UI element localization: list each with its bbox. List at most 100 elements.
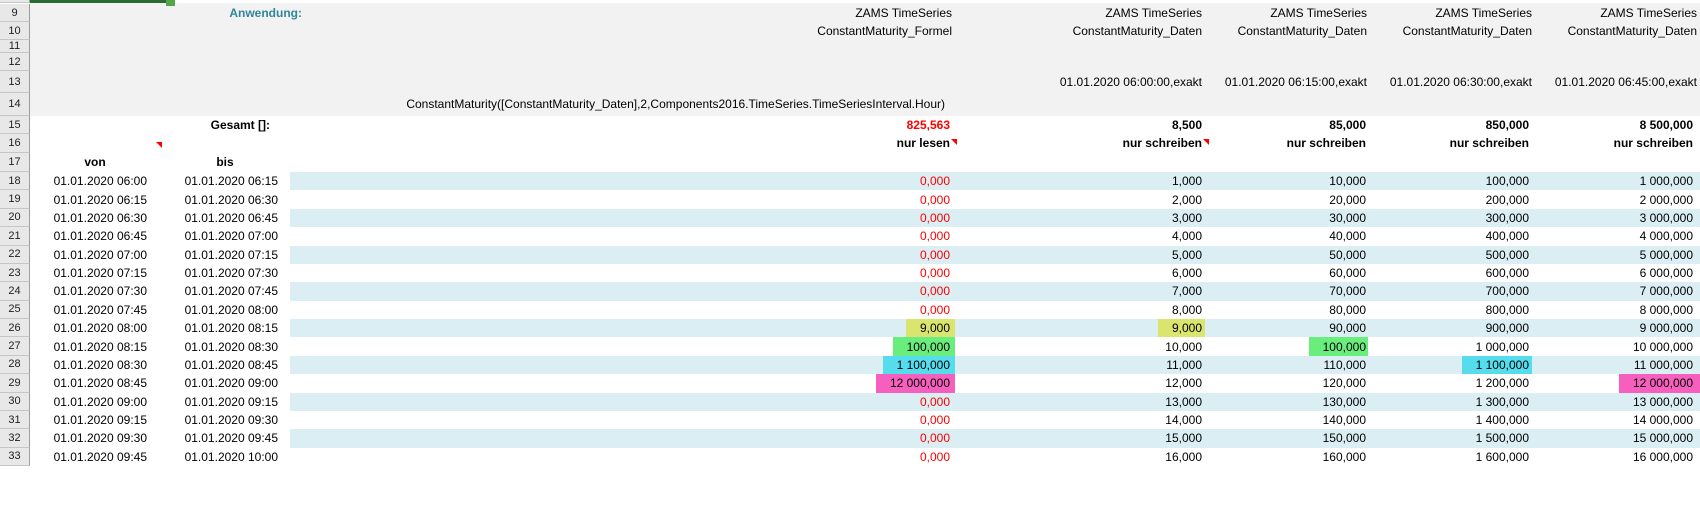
- cell-bis-r24[interactable]: 01.01.2020 07:45: [148, 282, 290, 300]
- row-header-21[interactable]: 21: [0, 227, 30, 246]
- row-header-10[interactable]: 10: [0, 22, 30, 40]
- cell-bis-r18[interactable]: 01.01.2020 06:15: [148, 172, 290, 190]
- cell-g-r23[interactable]: 6 000,000: [1532, 264, 1700, 282]
- col-G-timestamp[interactable]: 01.01.2020 06:45:00,exakt: [1554, 75, 1697, 89]
- cell-c-r30[interactable]: 0,000: [290, 392, 955, 411]
- cell-f-r25[interactable]: 800,000: [1368, 301, 1532, 319]
- col-C-title-line2[interactable]: ConstantMaturity_Formel: [817, 24, 952, 38]
- cell-d-r32[interactable]: 15,000: [955, 429, 1205, 448]
- cell-e-r22[interactable]: 50,000: [1205, 245, 1368, 264]
- cell-d-r25[interactable]: 8,000: [955, 301, 1205, 319]
- cell-c-r31[interactable]: 0,000: [290, 411, 955, 429]
- row-header-22[interactable]: 22: [0, 245, 30, 264]
- row-header-30[interactable]: 30: [0, 392, 30, 411]
- col-E-total[interactable]: 85,000: [1329, 118, 1366, 132]
- cell-d-r29[interactable]: 12,000: [955, 374, 1205, 392]
- cell-f-r29[interactable]: 1 200,000: [1368, 374, 1532, 392]
- col-E-timestamp[interactable]: 01.01.2020 06:15:00,exakt: [1224, 75, 1367, 89]
- cell-d-r22[interactable]: 5,000: [955, 245, 1205, 264]
- cell-bis-r20[interactable]: 01.01.2020 06:45: [148, 209, 290, 227]
- row-header-23[interactable]: 23: [0, 263, 30, 283]
- cell-g-r24[interactable]: 7 000,000: [1532, 282, 1700, 301]
- cell-d-r18[interactable]: 1,000: [955, 172, 1205, 191]
- cell-c-r29[interactable]: 12 000,000: [290, 374, 955, 393]
- cell-c-r33[interactable]: 0,000: [290, 448, 955, 466]
- col-F-access-mode[interactable]: nur schreiben: [1449, 136, 1529, 150]
- cell-c-r27[interactable]: 100,000: [290, 337, 955, 356]
- row-header-33[interactable]: 33: [0, 447, 30, 466]
- cell-von-r18[interactable]: 01.01.2020 06:00: [30, 172, 148, 190]
- cell-e-r20[interactable]: 30,000: [1205, 208, 1368, 228]
- cell-c-r28[interactable]: 1 100,000: [290, 355, 955, 375]
- cell-f-r33[interactable]: 1 600,000: [1368, 448, 1532, 466]
- row-header-31[interactable]: 31: [0, 410, 30, 430]
- cell-e-r26[interactable]: 90,000: [1205, 319, 1368, 338]
- row-header-16[interactable]: 16: [0, 134, 30, 153]
- cell-c-r23[interactable]: 0,000: [290, 264, 955, 282]
- cell-g-r20[interactable]: 3 000,000: [1532, 208, 1700, 228]
- row-header-17[interactable]: 17: [0, 153, 30, 172]
- cell-d-r20[interactable]: 3,000: [955, 208, 1205, 228]
- cell-c-r25[interactable]: 0,000: [290, 301, 955, 319]
- cell-von-r29[interactable]: 01.01.2020 08:45: [30, 374, 148, 392]
- cell-e-r27[interactable]: 100,000: [1205, 337, 1368, 356]
- row-header-13[interactable]: 13: [0, 71, 30, 93]
- cell-bis-r26[interactable]: 01.01.2020 08:15: [148, 319, 290, 337]
- selection-fill-handle[interactable]: [166, 0, 175, 6]
- cell-e-r18[interactable]: 10,000: [1205, 172, 1368, 191]
- cell-von-r19[interactable]: 01.01.2020 06:15: [30, 190, 148, 208]
- cell-von-r30[interactable]: 01.01.2020 09:00: [30, 393, 148, 411]
- cell-g-r25[interactable]: 8 000,000: [1532, 301, 1700, 319]
- cell-g-r22[interactable]: 5 000,000: [1532, 245, 1700, 264]
- cell-bis-r28[interactable]: 01.01.2020 08:45: [148, 356, 290, 374]
- cell-e-r21[interactable]: 40,000: [1205, 227, 1368, 245]
- cell-c-r19[interactable]: 0,000: [290, 190, 955, 208]
- cell-c-r24[interactable]: 0,000: [290, 282, 955, 301]
- col-C-title-line1[interactable]: ZAMS TimeSeries: [855, 6, 952, 20]
- cell-c-r32[interactable]: 0,000: [290, 429, 955, 448]
- cell-bis-r21[interactable]: 01.01.2020 07:00: [148, 227, 290, 245]
- row-header-8-partial[interactable]: [0, 0, 30, 3]
- cell-e-r24[interactable]: 70,000: [1205, 282, 1368, 301]
- col-D-access-mode[interactable]: nur schreiben: [1122, 136, 1202, 150]
- cell-von-r22[interactable]: 01.01.2020 07:00: [30, 246, 148, 264]
- col-C-total[interactable]: 825,563: [906, 118, 950, 132]
- cell-von-r23[interactable]: 01.01.2020 07:15: [30, 264, 148, 282]
- cell-g-r30[interactable]: 13 000,000: [1532, 392, 1700, 411]
- cell-g-r32[interactable]: 15 000,000: [1532, 429, 1700, 448]
- cell-e-r33[interactable]: 160,000: [1205, 448, 1368, 466]
- von-header[interactable]: von: [84, 155, 106, 169]
- cell-von-r20[interactable]: 01.01.2020 06:30: [30, 209, 148, 227]
- cell-g-r21[interactable]: 4 000,000: [1532, 227, 1700, 245]
- row-header-25[interactable]: 25: [0, 300, 30, 319]
- cell-von-r31[interactable]: 01.01.2020 09:15: [30, 411, 148, 429]
- row-header-19[interactable]: 19: [0, 190, 30, 209]
- col-G-access-mode[interactable]: nur schreiben: [1613, 136, 1693, 150]
- cell-von-r28[interactable]: 01.01.2020 08:30: [30, 356, 148, 374]
- cell-bis-r22[interactable]: 01.01.2020 07:15: [148, 246, 290, 264]
- cell-f-r31[interactable]: 1 400,000: [1368, 411, 1532, 429]
- cell-g-r26[interactable]: 9 000,000: [1532, 319, 1700, 338]
- row-header-27[interactable]: 27: [0, 337, 30, 356]
- cell-bis-r31[interactable]: 01.01.2020 09:30: [148, 411, 290, 429]
- cell-bis-r25[interactable]: 01.01.2020 08:00: [148, 301, 290, 319]
- col-E-title-line1[interactable]: ZAMS TimeSeries: [1270, 6, 1367, 20]
- col-D-title-line2[interactable]: ConstantMaturity_Daten: [1072, 24, 1202, 38]
- cell-bis-r30[interactable]: 01.01.2020 09:15: [148, 393, 290, 411]
- col-D-timestamp[interactable]: 01.01.2020 06:00:00,exakt: [1059, 75, 1202, 89]
- cell-e-r19[interactable]: 20,000: [1205, 190, 1368, 208]
- cell-f-r32[interactable]: 1 500,000: [1368, 429, 1532, 448]
- row-header-29[interactable]: 29: [0, 374, 30, 393]
- cell-f-r23[interactable]: 600,000: [1368, 264, 1532, 282]
- cell-f-r24[interactable]: 700,000: [1368, 282, 1532, 301]
- cell-bis-r33[interactable]: 01.01.2020 10:00: [148, 448, 290, 466]
- cell-von-r25[interactable]: 01.01.2020 07:45: [30, 301, 148, 319]
- cell-d-r28[interactable]: 11,000: [955, 355, 1205, 375]
- cell-von-r24[interactable]: 01.01.2020 07:30: [30, 282, 148, 300]
- cell-von-r32[interactable]: 01.01.2020 09:30: [30, 429, 148, 447]
- cell-bis-r32[interactable]: 01.01.2020 09:45: [148, 429, 290, 447]
- col-F-total[interactable]: 850,000: [1485, 118, 1529, 132]
- formula-cell[interactable]: ConstantMaturity([ConstantMaturity_Daten…: [406, 97, 945, 111]
- cell-d-r30[interactable]: 13,000: [955, 392, 1205, 411]
- cell-bis-r29[interactable]: 01.01.2020 09:00: [148, 374, 290, 392]
